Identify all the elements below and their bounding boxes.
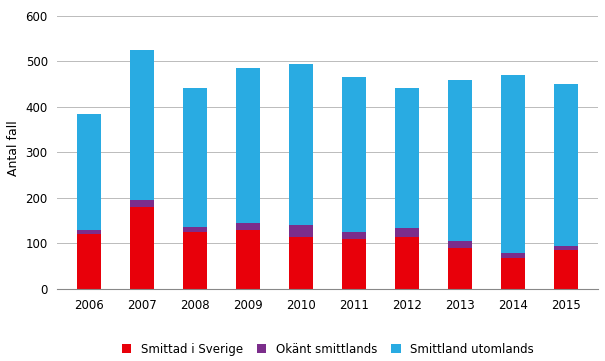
Bar <box>77 230 101 234</box>
Bar <box>77 114 101 230</box>
Bar <box>77 234 101 289</box>
Bar <box>237 230 260 289</box>
Bar <box>502 75 525 253</box>
Bar <box>289 225 313 236</box>
Bar <box>448 248 472 289</box>
Bar <box>183 226 207 232</box>
Bar <box>289 64 313 225</box>
Bar <box>448 80 472 241</box>
Bar <box>130 50 154 200</box>
Bar <box>448 241 472 248</box>
Bar <box>502 253 525 258</box>
Bar <box>130 207 154 289</box>
Bar <box>130 200 154 207</box>
Bar <box>342 77 366 232</box>
Bar <box>342 232 366 239</box>
Bar <box>554 245 578 250</box>
Bar <box>395 236 419 289</box>
Bar <box>554 250 578 289</box>
Bar <box>237 68 260 223</box>
Y-axis label: Antal fall: Antal fall <box>7 120 20 176</box>
Bar <box>342 239 366 289</box>
Legend: Smittad i Sverige, Okänt smittlands, Smittland utomlands: Smittad i Sverige, Okänt smittlands, Smi… <box>122 343 534 356</box>
Bar <box>554 84 578 245</box>
Bar <box>183 88 207 226</box>
Bar <box>183 232 207 289</box>
Bar <box>237 223 260 230</box>
Bar <box>395 229 419 236</box>
Bar <box>502 258 525 289</box>
Bar <box>289 236 313 289</box>
Bar <box>395 88 419 229</box>
